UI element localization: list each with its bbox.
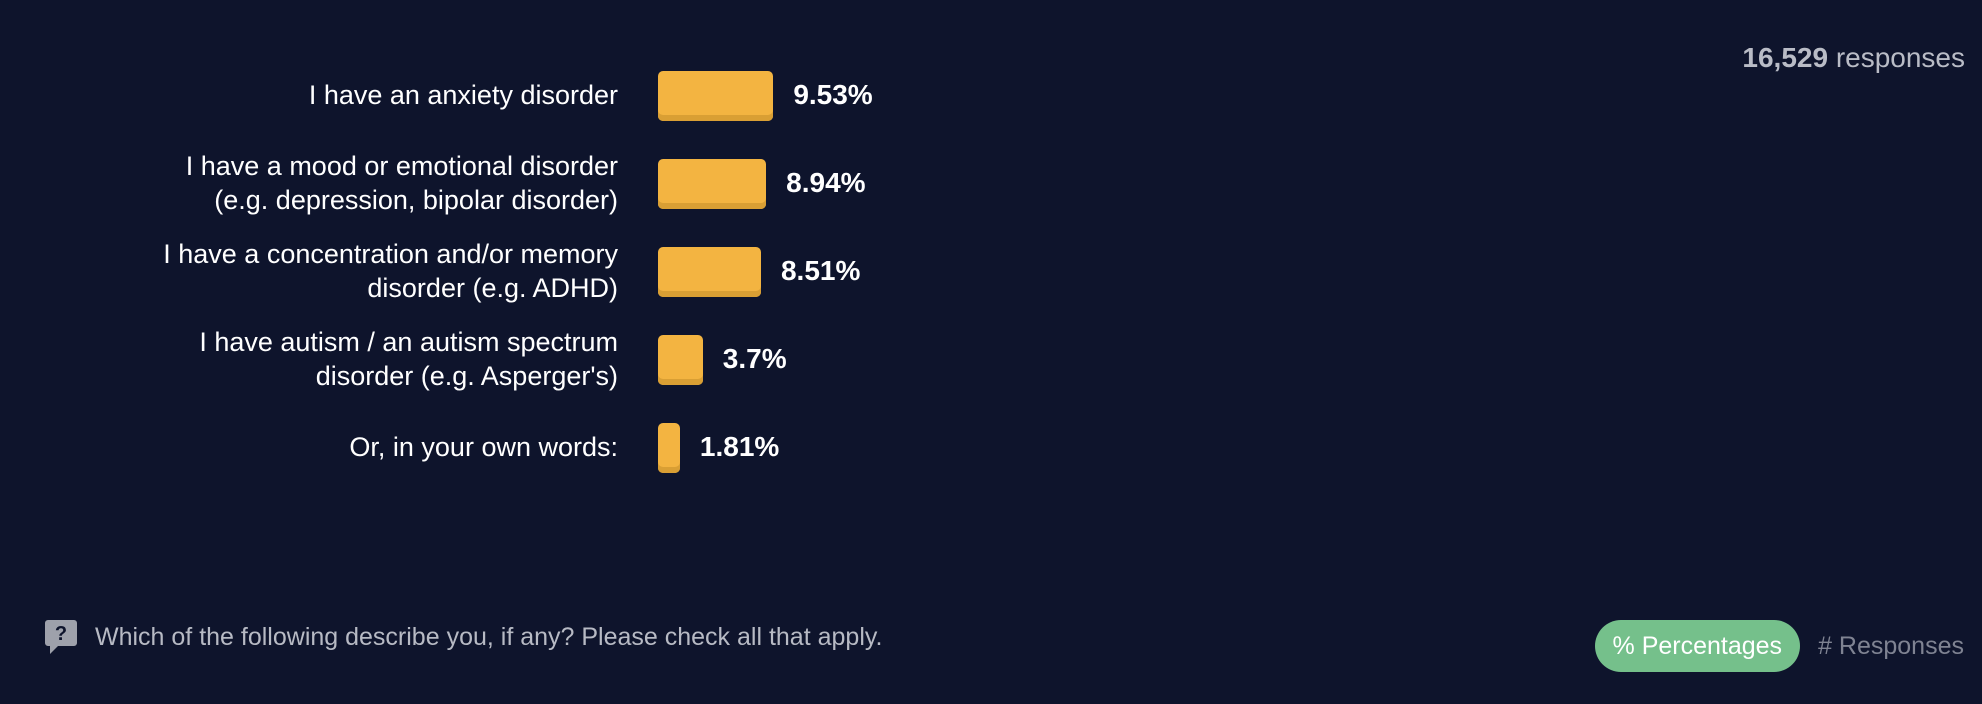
chart-row: I have autism / an autism spectrum disord… xyxy=(0,315,1000,403)
category-label-text: I have a mood or emotional disorder (e.g.… xyxy=(186,149,618,217)
percentages-toggle-button[interactable]: % Percentages xyxy=(1594,620,1801,672)
category-label: I have autism / an autism spectrum disord… xyxy=(38,315,618,403)
bar xyxy=(658,335,703,385)
category-label-text: I have an anxiety disorder xyxy=(309,78,618,112)
chart-row: I have an anxiety disorder 9.53% xyxy=(0,51,1000,139)
category-label-line: I have a concentration and/or memory xyxy=(163,239,618,269)
category-label-line: disorder (e.g. ADHD) xyxy=(367,273,618,303)
category-label-line: I have a mood or emotional disorder xyxy=(185,151,618,181)
total-count: 16,529 xyxy=(1742,42,1829,73)
chart-row: Or, in your own words: 1.81% xyxy=(0,403,1000,491)
category-label-line: I have autism / an autism spectrum xyxy=(199,327,618,357)
question-icon: ? xyxy=(45,620,77,654)
chart-row: I have a concentration and/or memory diso… xyxy=(0,227,1000,315)
bar xyxy=(658,159,767,209)
bar-chart: I have an anxiety disorder 9.53% I have a … xyxy=(0,0,1000,520)
category-label-text: Or, in your own words: xyxy=(349,430,618,464)
category-label: I have an anxiety disorder xyxy=(38,51,618,139)
total-responses: 16,529 responses xyxy=(1742,42,1965,74)
bar-value-label: 8.94% xyxy=(786,167,866,198)
category-label-line: I have an anxiety disorder xyxy=(308,80,618,110)
category-label-line: Or, in your own words: xyxy=(349,432,618,462)
bar xyxy=(658,71,774,121)
category-label-line: disorder (e.g. Asperger's) xyxy=(315,361,618,391)
bar xyxy=(658,247,761,297)
responses-toggle-button[interactable]: # Responses xyxy=(1818,631,1964,660)
category-label: I have a mood or emotional disorder (e.g.… xyxy=(38,139,618,227)
bar-value-label: 3.7% xyxy=(722,343,787,374)
chart-row: I have a mood or emotional disorder (e.g.… xyxy=(0,139,1000,227)
bar xyxy=(658,423,680,473)
category-label: I have a concentration and/or memory diso… xyxy=(38,227,618,315)
bar-value-label: 1.81% xyxy=(699,431,780,462)
category-label-text: I have autism / an autism spectrum disord… xyxy=(199,325,618,393)
display-mode-toggle: % Percentages # Responses xyxy=(1594,620,1964,672)
svg-text:?: ? xyxy=(55,623,67,645)
bar-value-label: 8.51% xyxy=(780,255,861,286)
survey-question: ? Which of the following describe you, i… xyxy=(44,618,882,656)
category-label-text: I have a concentration and/or memory diso… xyxy=(163,237,618,305)
category-label: Or, in your own words: xyxy=(38,403,618,491)
question-text: Which of the following describe you, if … xyxy=(95,622,883,651)
category-label-line: (e.g. depression, bipolar disorder) xyxy=(214,185,618,215)
total-suffix: responses xyxy=(1835,42,1965,73)
bar-value-label: 9.53% xyxy=(793,79,873,110)
